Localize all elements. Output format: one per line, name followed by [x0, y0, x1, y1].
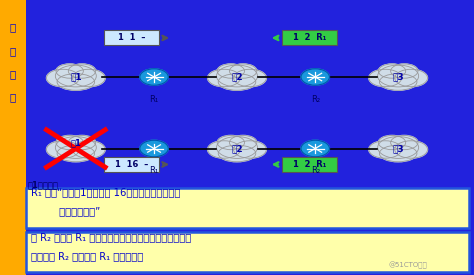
Text: R₁: R₁ [149, 166, 159, 175]
Text: 但 R₂ 在收到 R₁ 的更新报文之前，还发送原来的报文，: 但 R₂ 在收到 R₁ 的更新报文之前，还发送原来的报文， [31, 232, 191, 242]
Text: R₂: R₂ [310, 95, 320, 104]
Ellipse shape [378, 135, 406, 150]
Ellipse shape [46, 69, 79, 87]
FancyBboxPatch shape [26, 232, 469, 272]
Text: 网2: 网2 [231, 144, 243, 153]
FancyBboxPatch shape [282, 157, 337, 172]
Text: 网1: 网1 [70, 73, 82, 81]
Circle shape [140, 140, 168, 157]
Ellipse shape [68, 64, 96, 78]
Text: 常: 常 [10, 46, 16, 56]
Ellipse shape [369, 69, 401, 87]
Ellipse shape [217, 65, 257, 87]
Text: R₂: R₂ [310, 166, 320, 175]
FancyBboxPatch shape [282, 30, 337, 45]
Ellipse shape [229, 135, 257, 150]
Ellipse shape [229, 64, 257, 78]
Text: 情: 情 [10, 69, 16, 79]
Circle shape [140, 69, 168, 85]
Ellipse shape [73, 69, 105, 87]
Ellipse shape [68, 135, 96, 150]
Text: 网3: 网3 [392, 144, 404, 153]
FancyBboxPatch shape [104, 30, 159, 45]
Ellipse shape [57, 145, 95, 162]
Text: @51CTO博客: @51CTO博客 [389, 262, 428, 269]
Text: 正: 正 [10, 23, 16, 32]
Ellipse shape [218, 74, 256, 90]
Ellipse shape [208, 69, 240, 87]
Ellipse shape [395, 141, 428, 158]
Text: 网1: 网1 [71, 139, 81, 147]
Ellipse shape [217, 64, 245, 78]
Text: 网2: 网2 [231, 73, 243, 81]
Ellipse shape [378, 64, 406, 78]
Ellipse shape [56, 64, 83, 78]
Ellipse shape [55, 65, 96, 87]
Ellipse shape [391, 64, 418, 78]
Text: 因为这时 R₂ 并不知道 R₁ 出了故障。: 因为这时 R₂ 并不知道 R₁ 出了故障。 [31, 251, 143, 261]
Ellipse shape [369, 141, 401, 158]
Ellipse shape [379, 145, 417, 162]
Text: 1  16  –: 1 16 – [115, 160, 148, 169]
Ellipse shape [378, 65, 419, 87]
Ellipse shape [57, 74, 95, 90]
Text: 网3: 网3 [392, 73, 404, 81]
Ellipse shape [208, 141, 240, 158]
Text: R₁: R₁ [149, 95, 159, 104]
Text: 是直接交付。”: 是直接交付。” [31, 207, 100, 216]
Text: 网1出了故障: 网1出了故障 [27, 180, 58, 189]
Ellipse shape [46, 141, 79, 158]
Ellipse shape [217, 135, 245, 150]
Ellipse shape [391, 135, 418, 150]
Circle shape [301, 69, 329, 85]
Ellipse shape [234, 141, 266, 158]
Ellipse shape [378, 137, 419, 158]
Text: R₁ 说：“我到网1的距离是 16（表示无法到达），: R₁ 说：“我到网1的距离是 16（表示无法到达）， [31, 188, 180, 197]
Ellipse shape [73, 141, 105, 158]
FancyBboxPatch shape [26, 188, 469, 228]
Ellipse shape [217, 137, 257, 158]
Ellipse shape [379, 74, 417, 90]
Circle shape [301, 140, 329, 157]
Text: 1  1  –: 1 1 – [118, 33, 146, 42]
Ellipse shape [56, 135, 83, 150]
Text: 1  2  R₁: 1 2 R₁ [292, 33, 326, 42]
Ellipse shape [55, 137, 96, 158]
FancyBboxPatch shape [104, 157, 159, 172]
FancyBboxPatch shape [0, 0, 26, 275]
Text: 1  2  R₁: 1 2 R₁ [292, 160, 326, 169]
Ellipse shape [234, 69, 266, 87]
Ellipse shape [395, 69, 428, 87]
Text: 况: 况 [10, 93, 16, 103]
Ellipse shape [218, 145, 256, 162]
